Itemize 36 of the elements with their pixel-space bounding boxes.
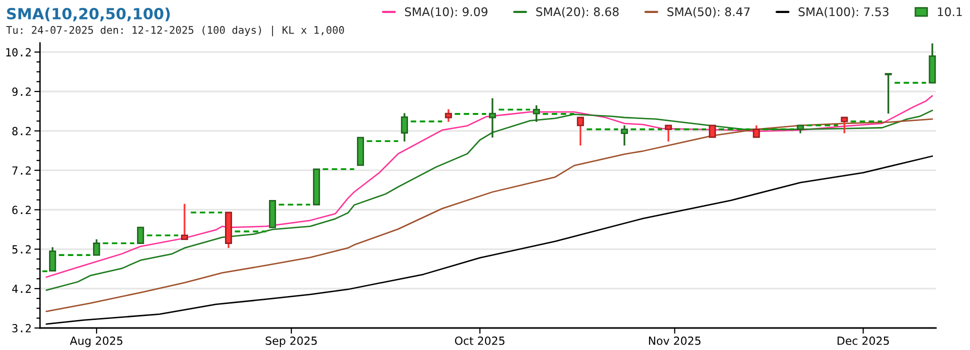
x-tick-label: Sep 2025 xyxy=(266,336,317,348)
candlestick xyxy=(93,238,100,256)
legend-label: SMA(100): 7.53 xyxy=(798,7,888,18)
candlestick xyxy=(752,124,760,138)
y-tick-label: 10.2 xyxy=(6,48,31,56)
candlestick xyxy=(444,108,452,123)
y-tick-label: 7.2 xyxy=(12,166,31,175)
legend-label: SMA(10): 9.09 xyxy=(404,7,488,18)
legend-label: SMA(50): 8.47 xyxy=(667,7,750,18)
candlestick xyxy=(49,246,56,272)
candlestick xyxy=(576,116,584,146)
chart-title: SMA(10,20,50,100) xyxy=(7,8,170,22)
legend-label: 10.1 xyxy=(938,7,962,16)
legend-label: SMA(20): 8.68 xyxy=(536,7,619,18)
candlestick xyxy=(400,112,408,142)
y-tick-label: 8.2 xyxy=(12,126,31,136)
candlestick xyxy=(708,124,716,138)
candlestick xyxy=(884,73,892,114)
candlestick xyxy=(620,124,628,146)
x-tick-label: Dec 2025 xyxy=(838,336,889,345)
candlestick xyxy=(532,104,540,123)
y-tick-label: 9.2 xyxy=(12,87,31,96)
y-tick-label: 3.2 xyxy=(12,324,31,332)
y-tick-label: 6.2 xyxy=(12,206,31,214)
candlestick xyxy=(181,202,188,240)
candlestick xyxy=(664,124,672,142)
x-tick-label: Oct 2025 xyxy=(454,336,504,345)
candlestick xyxy=(488,97,496,138)
candlestick xyxy=(840,116,848,134)
chart-subtitle: Tu: 24-07-2025 den: 12-12-2025 (100 days) | KL x 1,000 xyxy=(6,26,344,36)
x-tick-label: Nov 2025 xyxy=(649,336,700,345)
line-series xyxy=(46,155,934,325)
y-tick-label: 5.2 xyxy=(12,245,31,254)
y-tick-label: 4.2 xyxy=(12,284,31,293)
x-tick-label: Aug 2025 xyxy=(70,336,122,348)
candlestick xyxy=(137,226,144,244)
